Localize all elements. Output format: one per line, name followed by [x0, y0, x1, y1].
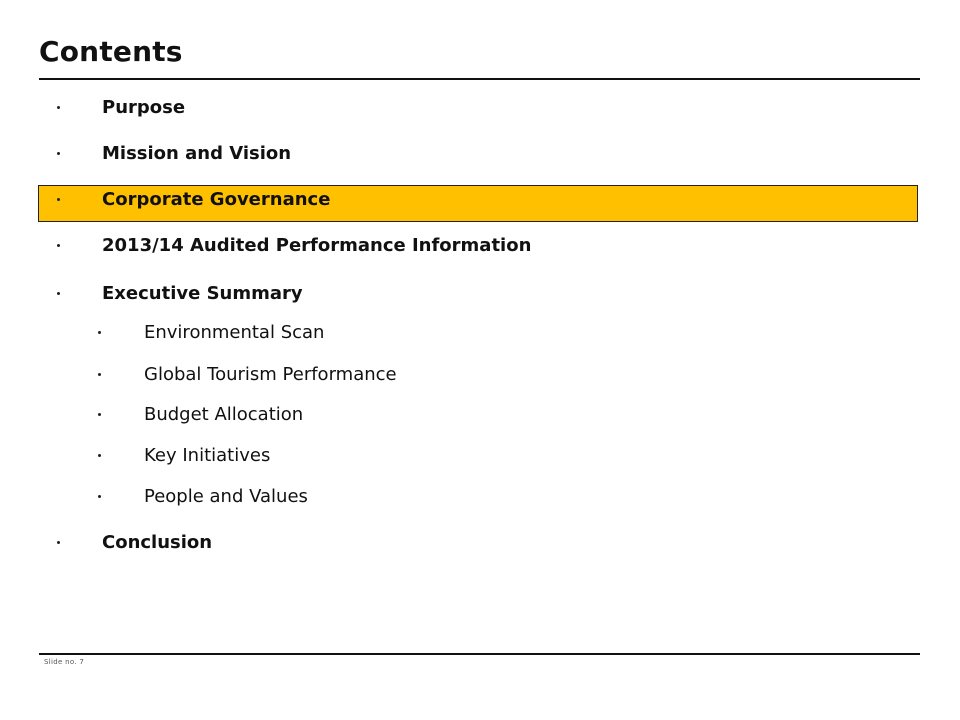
contents-item-label: 2013/14 Audited Performance Information [102, 235, 532, 256]
current-section-highlight [38, 185, 918, 222]
bullet-icon [57, 292, 60, 295]
bullet-icon [57, 541, 60, 544]
contents-item-label: Conclusion [102, 532, 213, 553]
contents-item-label: Mission and Vision [102, 143, 292, 164]
contents-item-label: Executive Summary [102, 283, 303, 304]
bullet-icon [57, 244, 60, 247]
title-divider [39, 78, 920, 80]
bullet-icon [57, 198, 60, 201]
contents-subitem-label: Key Initiatives [144, 445, 271, 466]
bullet-icon [98, 331, 101, 334]
contents-subitem-label: Global Tourism Performance [144, 364, 397, 385]
footer-divider [39, 653, 920, 655]
bullet-icon [98, 454, 101, 457]
bullet-icon [57, 106, 60, 109]
contents-subitem-label: Environmental Scan [144, 322, 325, 343]
contents-subitem-label: People and Values [144, 486, 308, 507]
contents-subitem-label: Budget Allocation [144, 404, 304, 425]
bullet-icon [98, 373, 101, 376]
bullet-icon [98, 413, 101, 416]
bullet-icon [98, 495, 101, 498]
slide-number: Slide no. 7 [44, 658, 85, 666]
slide-title: Contents [39, 35, 183, 68]
contents-item-label: Purpose [102, 97, 186, 118]
contents-item-label: Corporate Governance [102, 189, 331, 210]
bullet-icon [57, 152, 60, 155]
